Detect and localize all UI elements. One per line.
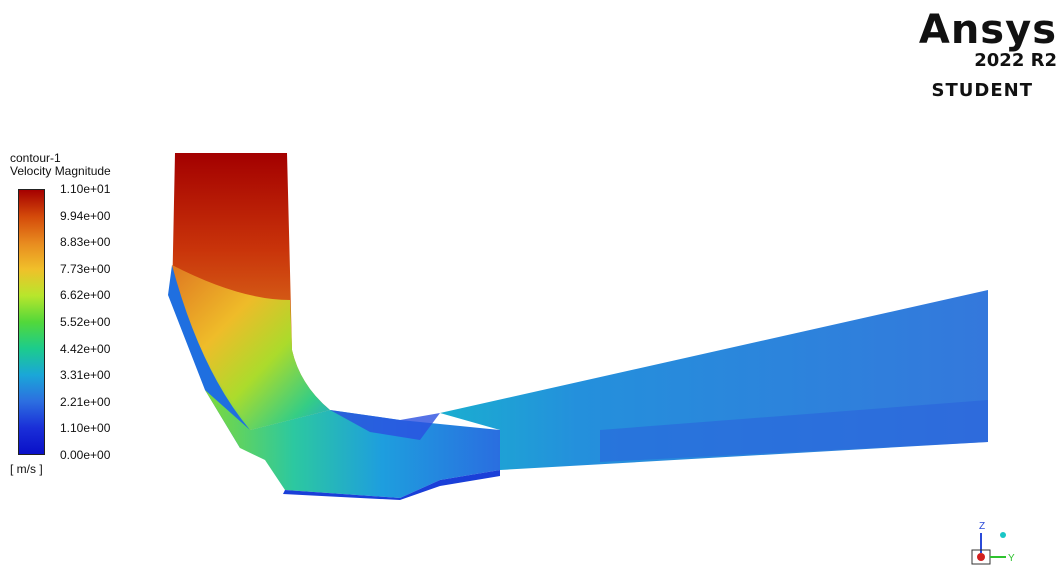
recirculation-zone [330,410,440,440]
legend-tick-label: 1.10e+00 [60,421,111,436]
axes-triad: Z Y [971,521,1015,565]
legend-tick-label: 0.00e+00 [60,448,111,462]
brand-version: 2022 R2 [974,50,1057,71]
legend-tick-label: 2.21e+00 [60,394,111,409]
color-legend: contour-1 Velocity Magnitude 1.10e+01 9.9… [10,152,160,482]
legend-tick-label: 7.73e+00 [60,261,111,276]
legend-tick-label: 1.10e+01 [60,182,111,196]
brand-name: Ansys [918,7,1057,53]
legend-tick-label: 3.31e+00 [60,368,111,383]
legend-tick-label: 8.83e+00 [60,235,111,250]
legend-tick-label: 6.62e+00 [60,288,111,303]
diffuser-low-band [600,400,988,462]
brand-edition: STUDENT [931,80,1033,101]
ansys-logo: Ansys 2022 R2 [897,10,1057,70]
legend-tick-label: 9.94e+00 [60,208,111,223]
legend-colorbar [18,189,45,455]
triad-y-label: Y [1008,553,1015,564]
legend-quantity: Velocity Magnitude [10,164,111,178]
legend-title: contour-1 [10,151,61,165]
view-dot-icon [1000,532,1006,538]
legend-tick-label: 4.42e+00 [60,341,111,356]
triad-z-label: Z [979,521,985,532]
bend-core-region [172,265,330,430]
lower-bend-region [205,390,500,498]
legend-units: [ m/s ] [10,462,43,476]
x-axis-dot-icon [977,553,985,561]
outer-bend-region [168,265,250,448]
legend-tick-label: 5.52e+00 [60,315,111,329]
